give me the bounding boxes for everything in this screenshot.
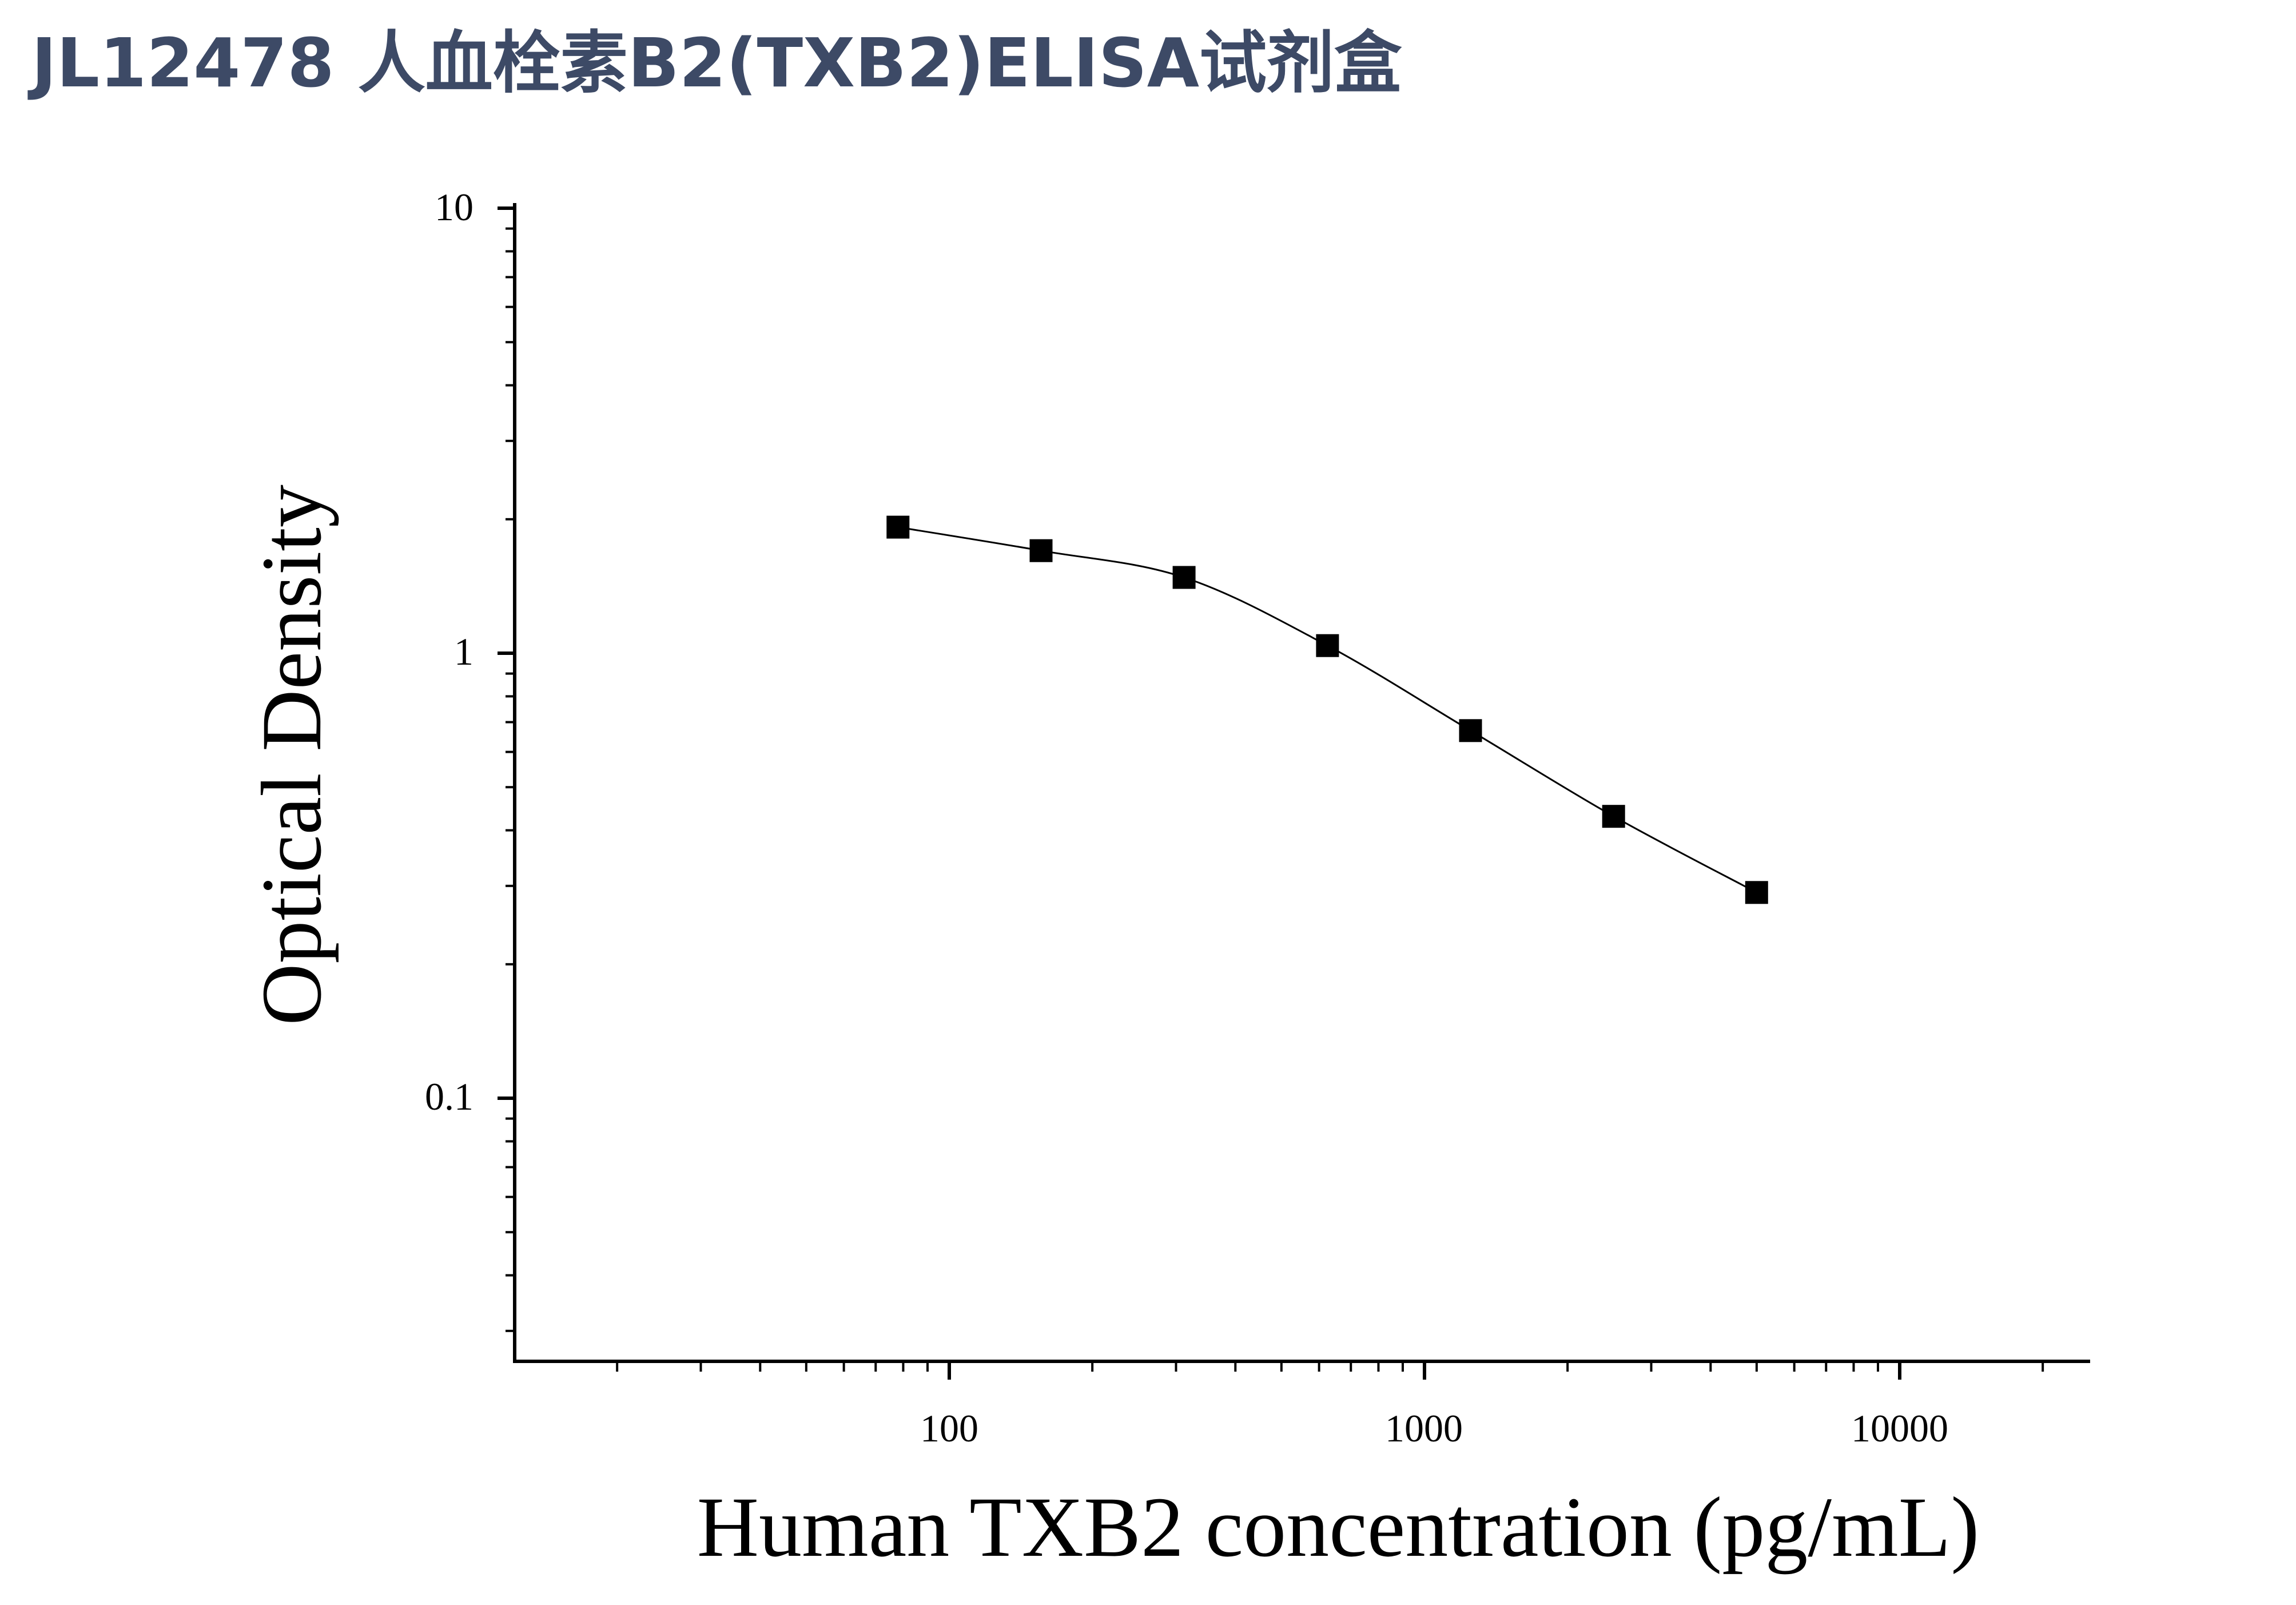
x-ticks: [616, 1361, 2044, 1380]
data-point-156: [1029, 539, 1053, 562]
x-tick-label-1000: 1000: [1385, 1407, 1463, 1450]
y-ticks: [498, 206, 515, 1332]
x-tick-label-100: 100: [920, 1407, 978, 1450]
y-axis-title: Optical Density: [244, 484, 339, 1026]
x-tick-label-10000: 10000: [1851, 1407, 1948, 1450]
data-point-5000: [1745, 881, 1768, 904]
data-point-625: [1316, 634, 1339, 657]
y-axis: 0.1 1 10: [425, 185, 516, 1361]
data-point-312: [1172, 566, 1196, 589]
data-point-2500: [1602, 805, 1625, 828]
y-tick-label-1: 1: [454, 630, 473, 673]
x-axis: 100 1000 10000: [513, 1360, 2090, 1450]
y-tick-label-0.1: 0.1: [425, 1075, 473, 1118]
chart-title: JL12478 人血栓素B2(TXB2)ELISA试剂盒: [31, 23, 1402, 102]
x-axis-title: Human TXB2 concentration (pg/mL): [697, 1480, 1980, 1575]
data-point-1250: [1459, 719, 1482, 742]
data-point-78: [886, 515, 910, 539]
fit-curve: [898, 526, 1757, 893]
y-tick-label-10: 10: [435, 185, 473, 229]
data-points: [886, 515, 1768, 904]
